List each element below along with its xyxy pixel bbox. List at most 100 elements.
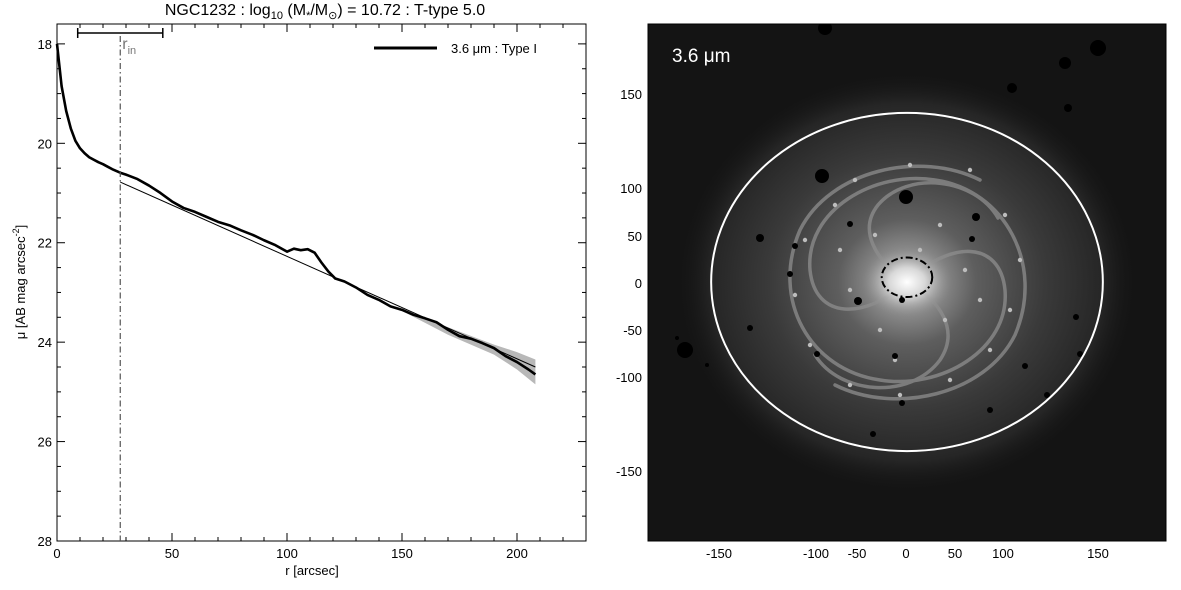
log-text: log	[249, 2, 271, 19]
masked-star	[814, 351, 820, 357]
plot-frame	[56, 23, 587, 542]
y-tick-label: 20	[38, 136, 52, 151]
y-axis-label-close: ]	[13, 225, 28, 229]
x-tick-label: 200	[506, 546, 528, 561]
y-tick-label: 28	[38, 534, 52, 549]
image-x-tick-label: -100	[803, 546, 829, 561]
y-tick-label: 24	[38, 335, 52, 350]
chart-title: NGC1232 : log10 (M*/M⊙) = 10.72 : T-type…	[0, 0, 650, 27]
bright-knot	[987, 347, 993, 353]
y-axis-label-sup: -2	[11, 228, 21, 236]
image-y-tick-label: -150	[616, 464, 642, 479]
galaxy-core	[862, 247, 952, 317]
bright-knot	[792, 292, 798, 298]
title-sep-2: :	[405, 2, 410, 19]
spiral-arm-2	[808, 176, 1027, 401]
masked-star	[899, 190, 913, 204]
image-x-tick-label: 150	[1087, 546, 1109, 561]
uncertainty-band	[402, 308, 536, 385]
bright-knot	[1002, 212, 1008, 218]
bright-knot	[832, 202, 838, 208]
spiral-arm-1	[788, 164, 1007, 384]
bright-knot	[892, 357, 898, 363]
masked-star	[1073, 314, 1079, 320]
uncertainty-band-group	[402, 308, 536, 385]
image-x-ticks: -150 -100 -50 0 50 100 150	[706, 546, 1109, 561]
bright-knot	[907, 162, 913, 168]
image-x-tick-label: 50	[948, 546, 962, 561]
image-x-tick-label: 0	[902, 546, 909, 561]
inner-ellipse	[880, 256, 934, 299]
title-sep-1: :	[240, 2, 245, 19]
y-axis-label: μ [AB mag arcsec-2]	[11, 225, 28, 340]
mass-sun-sub: ⊙	[328, 10, 338, 23]
x-axis-label: r [arcsec]	[285, 563, 338, 578]
bright-knot	[942, 317, 948, 323]
masked-star	[892, 353, 898, 359]
image-y-tick-label: -100	[616, 370, 642, 385]
masked-star	[899, 297, 905, 303]
image-frame	[647, 23, 1167, 542]
x-tick-label: 150	[391, 546, 413, 561]
masked-star	[705, 363, 709, 367]
bright-knot	[977, 297, 983, 303]
masked-star	[815, 169, 829, 183]
image-x-tick-label: 100	[992, 546, 1014, 561]
masked-star	[747, 325, 753, 331]
legend: 3.6 μm : Type I	[374, 41, 537, 56]
image-y-tick-label: -50	[623, 323, 642, 338]
masked-star	[1059, 57, 1071, 69]
image-y-ticks: 150 100 50 0 -50 -100 -150	[616, 87, 642, 479]
x-tick-label: 100	[276, 546, 298, 561]
profile-chart: 0 50 100 150 200 18 20 22 24 26 28 rin 3.6 μm : T…	[11, 23, 587, 578]
masked-star	[854, 297, 862, 305]
bright-knot	[847, 287, 853, 293]
bright-knot	[807, 342, 813, 348]
bright-knot	[837, 247, 843, 253]
mass-value: = 10.72	[347, 2, 401, 19]
bright-knot	[1017, 257, 1023, 263]
y-tick-label: 18	[38, 37, 52, 52]
masked-star	[677, 342, 693, 358]
masked-star	[1077, 351, 1083, 357]
image-y-tick-label: 0	[635, 276, 642, 291]
outer-ellipse	[710, 111, 1104, 453]
fit-line	[120, 181, 536, 368]
galaxy-image-panel: 3.6 μm -150 -100 -50 0 50 100 150 150 100 50 0 -50…	[616, 23, 1167, 561]
bright-knot	[917, 247, 923, 253]
image-x-tick-label: -150	[706, 546, 732, 561]
masked-star	[1044, 392, 1050, 398]
masked-star	[818, 24, 832, 35]
bright-knot	[937, 222, 943, 228]
bright-knot	[872, 232, 878, 238]
y-ticks-group: 18 20 22 24 26 28	[38, 37, 586, 549]
ttype-text: T-type 5.0	[414, 2, 486, 19]
masked-star	[1064, 104, 1072, 112]
image-x-tick-label: -50	[848, 546, 867, 561]
masked-star	[792, 243, 798, 249]
r-in-sub: in	[128, 45, 137, 57]
masked-stars	[675, 24, 1106, 437]
log-sub: 10	[270, 10, 283, 23]
mass-sep: /M	[310, 2, 329, 19]
masked-star	[987, 407, 993, 413]
masked-star	[972, 213, 980, 221]
masked-star	[1022, 363, 1028, 369]
y-tick-label: 26	[38, 435, 52, 450]
r-in-label: rin	[122, 36, 136, 57]
y-axis-label-main: μ [AB mag arcsec	[13, 236, 28, 339]
masked-star	[847, 221, 853, 227]
series-group	[55, 43, 537, 376]
bright-knot	[967, 167, 973, 173]
scale-bar	[76, 28, 164, 38]
x-tick-label: 50	[165, 546, 179, 561]
masked-star	[675, 336, 679, 340]
bright-knot	[877, 327, 883, 333]
r-in-symbol: r	[122, 36, 128, 53]
bright-knot	[802, 237, 808, 243]
mass-text: (M	[287, 2, 307, 19]
image-y-tick-label: 50	[628, 229, 642, 244]
bright-knot	[847, 382, 853, 388]
profile-line	[55, 43, 537, 376]
masked-star	[1090, 40, 1106, 56]
